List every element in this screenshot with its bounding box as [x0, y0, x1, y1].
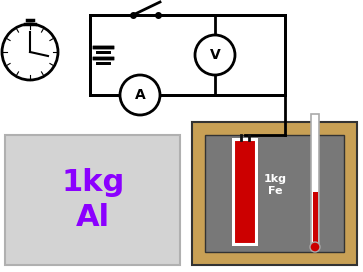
Bar	[205, 135, 344, 252]
Text: 1kg
Fe: 1kg Fe	[264, 174, 286, 196]
Text: A: A	[135, 88, 145, 102]
Bar	[313, 192, 318, 242]
Bar	[232, 138, 258, 246]
Bar	[5, 135, 180, 265]
Circle shape	[310, 242, 320, 252]
Text: 1kg
Al: 1kg Al	[61, 168, 125, 233]
Bar	[234, 140, 256, 244]
Circle shape	[120, 75, 160, 115]
Text: V: V	[209, 48, 220, 62]
Circle shape	[195, 35, 235, 75]
Bar	[192, 122, 357, 265]
Bar	[311, 114, 319, 247]
